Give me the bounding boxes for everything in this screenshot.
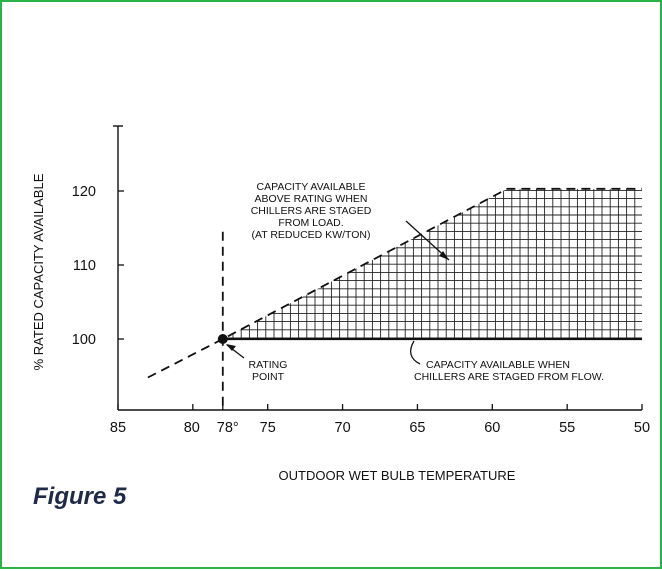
y-axis-title: % RATED CAPACITY AVAILABLE	[31, 173, 46, 370]
annotation-line: ABOVE RATING WHEN	[255, 193, 368, 205]
x-tick-label: 75	[260, 420, 276, 436]
annotation-line: (AT REDUCED KW/TON)	[251, 229, 370, 241]
y-tick-label: 110	[73, 258, 96, 274]
y-tick-label: 100	[72, 332, 96, 348]
figure-caption: Figure 5	[33, 483, 127, 510]
annotation-line: FROM LOAD.	[278, 217, 343, 229]
annotation-line: POINT	[252, 371, 285, 383]
annotation-line: CAPACITY AVAILABLE	[257, 181, 366, 193]
annotation-line: CHILLERS ARE STAGED	[251, 205, 372, 217]
x-tick-label: 78°	[217, 420, 239, 436]
x-tick-label: 50	[634, 420, 650, 436]
x-tick-label: 80	[184, 420, 200, 436]
annotation-line: CHILLERS ARE STAGED FROM FLOW.	[414, 371, 604, 383]
annotation-load-staging: CAPACITY AVAILABLE ABOVE RATING WHEN CHI…	[251, 181, 450, 261]
x-tick-label: 65	[409, 420, 425, 436]
x-tick-label: 60	[484, 420, 500, 436]
x-tick-label: 70	[335, 420, 351, 436]
x-tick-label: 55	[559, 420, 575, 436]
x-tick-label: 85	[110, 420, 126, 436]
annotation-line: RATING	[249, 359, 288, 371]
rating-point-marker	[217, 334, 228, 344]
x-axis-title: OUTDOOR WET BULB TEMPERATURE	[279, 468, 516, 483]
annotation-flow-staging: CAPACITY AVAILABLE WHEN CHILLERS ARE STA…	[409, 340, 604, 383]
y-tick-label: 120	[72, 184, 96, 200]
annotation-leader	[409, 340, 421, 365]
annotation-line: CAPACITY AVAILABLE WHEN	[426, 359, 570, 371]
arrowhead-icon	[226, 344, 236, 351]
load-capacity-line	[147, 187, 642, 379]
annotation-rating-point: RATING POINT	[226, 344, 287, 383]
arrowhead-icon	[439, 251, 449, 260]
